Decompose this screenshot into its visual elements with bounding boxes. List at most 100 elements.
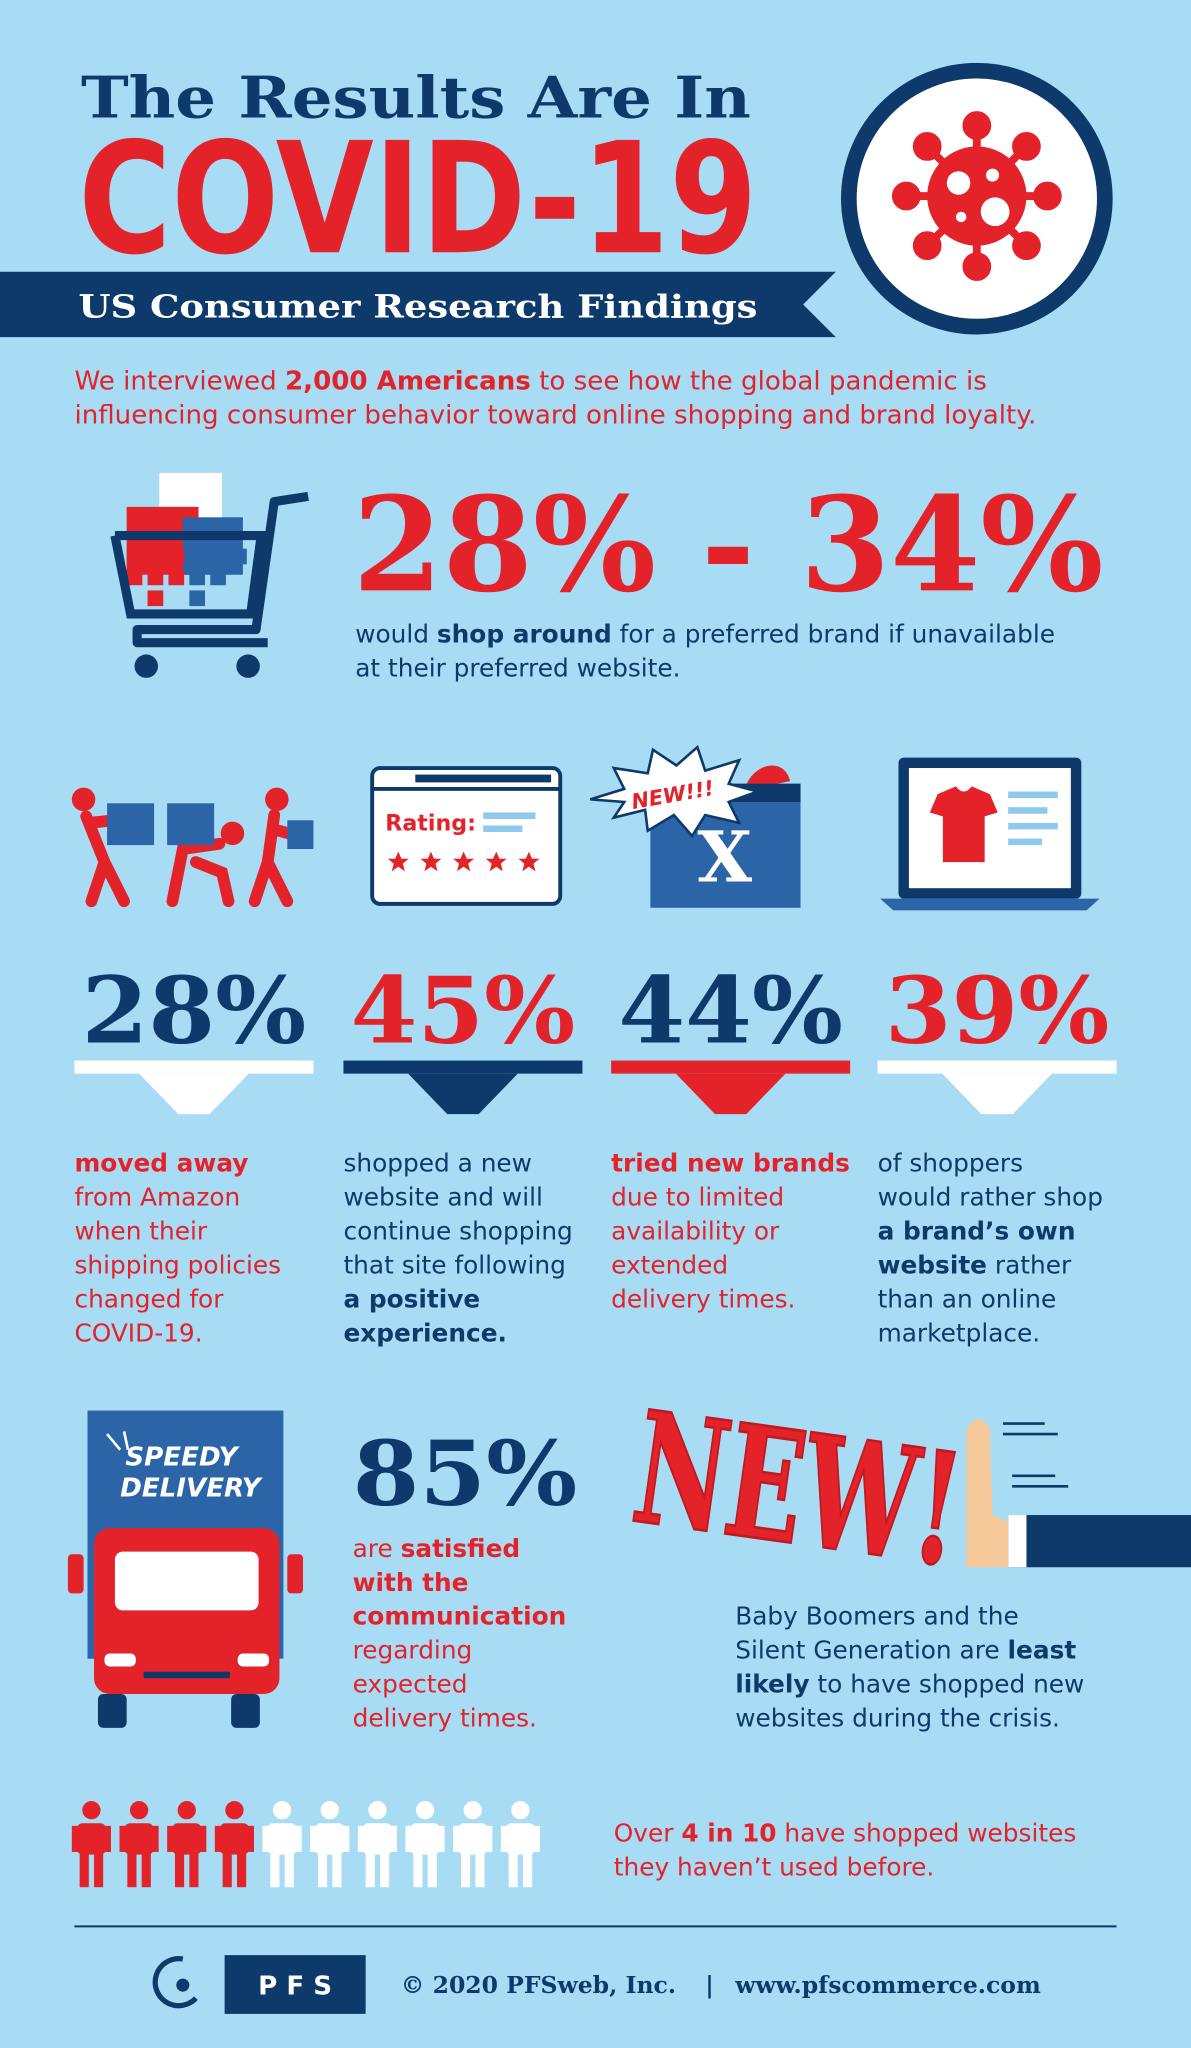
text-line: experience. — [343, 1318, 507, 1347]
laptop-icon — [1008, 791, 1058, 799]
person-body — [124, 1823, 154, 1855]
boomers-text: Baby Boomers and the Silent Generation ar… — [735, 1602, 1084, 1733]
virus-icon — [946, 171, 971, 195]
person-head — [82, 1801, 101, 1820]
person-arm — [152, 1825, 159, 1852]
text-run: are — [353, 1534, 401, 1563]
virus-icon — [891, 181, 921, 211]
text-line: COVID-19. — [74, 1318, 202, 1347]
text-run: 2,000 Americans — [285, 366, 531, 396]
laptop-icon — [1008, 807, 1048, 814]
intro: We interviewed 2,000 Americans to see ho… — [74, 366, 1036, 430]
text-run: of shoppers — [878, 1149, 1023, 1178]
text-run: with the — [353, 1568, 469, 1597]
virus-icon — [912, 132, 942, 161]
stat-value: 45% — [351, 956, 576, 1064]
virus-icon — [841, 62, 1113, 335]
movers-icon — [265, 787, 289, 812]
truck-icon — [287, 1554, 303, 1594]
truck-icon — [67, 1554, 84, 1594]
text-line: extended — [611, 1250, 728, 1279]
cart-icon — [134, 654, 159, 678]
text-line: expected — [353, 1670, 468, 1699]
person-arm — [71, 1825, 79, 1852]
hand-icon — [966, 1419, 1009, 1568]
person-body — [220, 1823, 249, 1855]
movers-icon — [220, 821, 245, 846]
person-arm — [119, 1825, 127, 1852]
laptop-icon — [880, 757, 1100, 911]
text-run: marketplace. — [878, 1318, 1041, 1347]
text-run: regarding — [353, 1636, 473, 1665]
text-line: influencing consumer behavior toward onl… — [74, 400, 1036, 430]
person-leg — [284, 1851, 294, 1888]
text-run: a brand’s own — [878, 1216, 1076, 1245]
text-line: with the — [353, 1568, 469, 1597]
person — [214, 1801, 255, 1888]
cart-icon — [189, 548, 206, 565]
truck-label: DELIVERY — [120, 1474, 264, 1504]
text-line: would shop around for a preferred brand … — [355, 620, 1055, 649]
virus-icon — [912, 231, 942, 261]
text-run: due to limited — [611, 1183, 784, 1212]
person-arm — [342, 1825, 350, 1852]
text-line: due to limited — [611, 1183, 784, 1212]
cart-icon — [126, 548, 185, 607]
text-run: rather — [987, 1250, 1072, 1279]
person-leg — [141, 1851, 151, 1888]
person-head — [511, 1801, 530, 1820]
person-arm — [500, 1825, 508, 1852]
rating-icon — [483, 812, 536, 819]
text-run: expected — [353, 1670, 468, 1699]
text-run: website and will — [343, 1183, 542, 1212]
hand-icon — [1008, 1515, 1027, 1568]
cart-icon — [147, 548, 164, 565]
text-run: to see how the global pandemic is — [531, 366, 987, 396]
truck-label: SPEEDY — [125, 1442, 240, 1472]
text-run: shop around — [437, 620, 612, 649]
person-leg — [127, 1851, 137, 1888]
virus-icon — [985, 168, 1000, 182]
text-run: extended — [611, 1250, 728, 1279]
person-arm — [390, 1825, 397, 1852]
text-run: they haven’t used before. — [614, 1852, 935, 1881]
truck-icon — [106, 1433, 122, 1451]
person-leg — [332, 1851, 342, 1888]
movers-icon — [167, 803, 215, 846]
text-line: Silent Generation are least — [735, 1636, 1076, 1665]
person-leg — [79, 1851, 89, 1888]
text-line: than an online — [878, 1284, 1057, 1313]
text-line: likely to have shopped new — [735, 1670, 1084, 1699]
stat-bar — [343, 1060, 583, 1074]
truck-icon — [104, 1653, 136, 1667]
person-arm — [214, 1825, 222, 1852]
text-run: would rather shop — [878, 1183, 1103, 1212]
text-line: Over 4 in 10 have shopped websites — [614, 1819, 1076, 1848]
movers-icon — [166, 837, 235, 908]
box-letter: X — [697, 816, 752, 899]
virus-icon — [962, 111, 992, 140]
person-head — [225, 1801, 244, 1820]
text-run: when their — [74, 1216, 207, 1245]
virus-icon — [1012, 231, 1041, 261]
text-line: shopped a new — [343, 1149, 532, 1178]
virus-icon — [1012, 132, 1041, 161]
person-leg — [460, 1851, 471, 1888]
truck-icon — [122, 1431, 130, 1451]
cart-icon — [147, 569, 164, 586]
text-run: Baby Boomers and the — [735, 1602, 1018, 1631]
truck-icon — [143, 1671, 230, 1679]
rating-icon — [483, 825, 523, 833]
cart-icon — [231, 548, 247, 565]
text-line: at their preferred website. — [355, 654, 680, 683]
text-run: 4 in 10 — [681, 1819, 776, 1848]
text-run: website — [878, 1250, 987, 1279]
cart-icon — [132, 491, 309, 648]
text-line: they haven’t used before. — [614, 1852, 935, 1881]
cart-icon — [189, 548, 247, 607]
cart-icon — [147, 590, 164, 607]
person — [71, 1801, 112, 1888]
person-body — [506, 1823, 535, 1855]
text-run: moved away — [74, 1149, 248, 1178]
